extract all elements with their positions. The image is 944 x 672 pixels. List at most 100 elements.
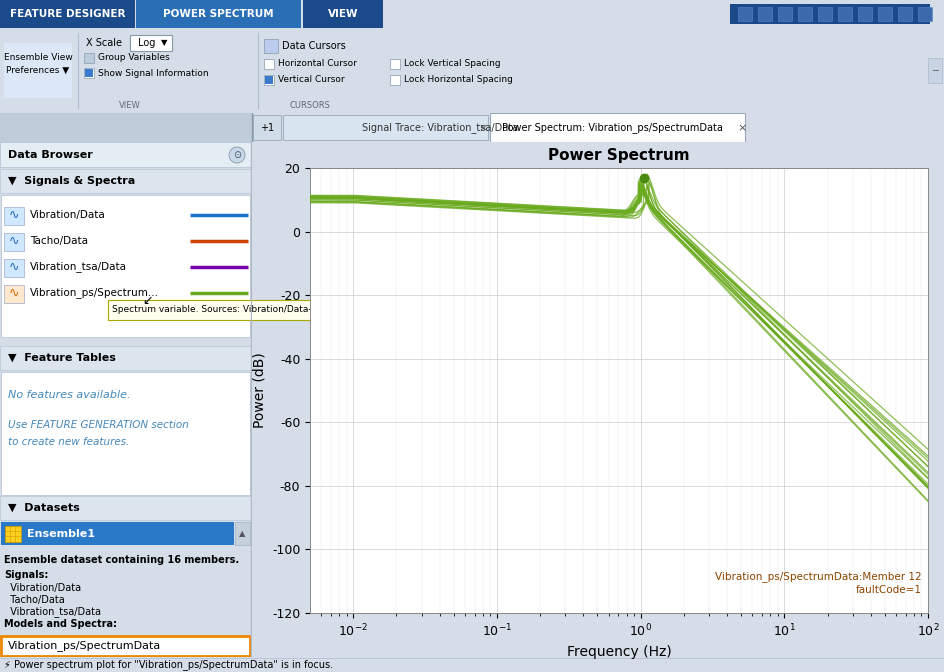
Text: ∿: ∿	[8, 286, 19, 300]
Text: FEATURE DESIGNER: FEATURE DESIGNER	[9, 9, 126, 19]
Bar	[303, 0, 382, 28]
Text: Lock Horizontal Spacing: Lock Horizontal Spacing	[404, 75, 513, 85]
Bar	[857, 7, 871, 21]
Text: Ensemble View: Ensemble View	[4, 52, 73, 62]
Text: Tacho/Data: Tacho/Data	[30, 236, 88, 246]
Bar	[5, 526, 21, 542]
Text: ×: ×	[478, 123, 487, 133]
Bar	[1, 195, 250, 337]
Text: Preferences ▼: Preferences ▼	[7, 65, 70, 75]
Bar	[0, 142, 252, 167]
Bar	[136, 0, 301, 28]
Bar	[0, 496, 252, 520]
Text: Vibration_tsa/Data: Vibration_tsa/Data	[4, 607, 101, 618]
Text: Lock Vertical Spacing: Lock Vertical Spacing	[404, 60, 500, 69]
Text: X Scale: X Scale	[86, 38, 122, 48]
Bar	[4, 285, 24, 303]
Bar	[0, 113, 252, 142]
Bar	[1, 522, 234, 545]
Text: VIEW: VIEW	[328, 9, 358, 19]
Bar	[490, 113, 744, 142]
Text: Show Signal Information: Show Signal Information	[98, 69, 209, 77]
Text: CURSORS: CURSORS	[290, 101, 330, 110]
Text: Use FEATURE GENERATION section: Use FEATURE GENERATION section	[8, 420, 189, 430]
Text: Log: Log	[138, 38, 155, 48]
Text: Signals:: Signals:	[4, 570, 48, 580]
Bar	[108, 300, 328, 320]
Bar	[4, 207, 24, 225]
Bar	[818, 7, 831, 21]
Text: Vibration/Data: Vibration/Data	[4, 583, 81, 593]
Text: Power Spectrum: Vibration_ps/SpectrumData: Power Spectrum: Vibration_ps/SpectrumDat…	[501, 122, 722, 134]
Bar	[729, 4, 929, 24]
Bar	[390, 59, 399, 69]
Bar	[837, 7, 851, 21]
Text: Vibration_ps/SpectrumData:Member 12
faultCode=1: Vibration_ps/SpectrumData:Member 12 faul…	[715, 571, 920, 595]
Bar	[263, 75, 274, 85]
Bar	[897, 7, 911, 21]
Text: Models and Spectra:: Models and Spectra:	[4, 619, 117, 629]
Text: Vibration_ps/Spectrum...: Vibration_ps/Spectrum...	[30, 288, 159, 298]
Text: ∿: ∿	[8, 208, 19, 222]
Text: Ensemble dataset containing 16 members.: Ensemble dataset containing 16 members.	[4, 555, 239, 565]
Bar	[4, 259, 24, 277]
Bar	[0, 169, 252, 193]
Bar	[263, 39, 278, 53]
Bar	[263, 59, 274, 69]
Text: ▼  Feature Tables: ▼ Feature Tables	[8, 353, 116, 363]
Bar	[390, 75, 399, 85]
Bar	[130, 35, 172, 51]
Y-axis label: Power (dB): Power (dB)	[252, 353, 266, 428]
Bar	[797, 7, 811, 21]
Text: ▼: ▼	[160, 38, 167, 48]
Text: Vibration_tsa/Data: Vibration_tsa/Data	[30, 261, 126, 272]
Bar	[85, 69, 93, 77]
Bar	[737, 7, 751, 21]
Text: No features available.: No features available.	[8, 390, 130, 400]
Bar	[1, 372, 250, 495]
Text: ▲: ▲	[239, 530, 245, 538]
Text: Tacho/Data: Tacho/Data	[4, 595, 65, 605]
Bar	[282, 115, 487, 140]
Bar	[0, 346, 252, 370]
Text: Data Browser: Data Browser	[8, 150, 93, 160]
Bar	[253, 115, 280, 140]
Text: ∿: ∿	[8, 261, 19, 274]
Text: Ensemble1: Ensemble1	[27, 529, 95, 539]
Bar	[264, 76, 273, 84]
Bar	[84, 68, 93, 78]
Text: ↙: ↙	[143, 294, 153, 306]
Text: ×: ×	[736, 123, 746, 133]
Text: ▼  Datasets: ▼ Datasets	[8, 503, 79, 513]
Text: Spectrum variable. Sources: Vibration/Data->Vibration_tsa/Data: Spectrum variable. Sources: Vibration/Da…	[112, 306, 402, 314]
Bar	[917, 7, 931, 21]
Bar	[757, 7, 771, 21]
Text: +1: +1	[260, 123, 274, 133]
Text: Vibration_ps/SpectrumData: Vibration_ps/SpectrumData	[8, 640, 161, 651]
Title: Power Spectrum: Power Spectrum	[548, 148, 689, 163]
Bar	[4, 233, 24, 251]
Text: POWER SPECTRUM: POWER SPECTRUM	[163, 9, 274, 19]
Bar	[4, 43, 72, 98]
Text: Horizontal Cursor: Horizontal Cursor	[278, 60, 357, 69]
Circle shape	[228, 147, 244, 163]
X-axis label: Frequency (Hz): Frequency (Hz)	[566, 645, 670, 659]
Text: ─: ─	[931, 66, 937, 76]
Bar	[0, 0, 135, 28]
Text: Signal Trace: Vibration_tsa/Data: Signal Trace: Vibration_tsa/Data	[362, 122, 517, 134]
Bar	[235, 522, 250, 545]
Text: ∿: ∿	[8, 235, 19, 247]
Text: Data Cursors: Data Cursors	[281, 41, 346, 51]
Bar	[777, 7, 791, 21]
Text: Vertical Cursor: Vertical Cursor	[278, 75, 345, 85]
Text: Group Variables: Group Variables	[98, 54, 170, 62]
Text: Vibration/Data: Vibration/Data	[30, 210, 106, 220]
Text: ▼  Signals & Spectra: ▼ Signals & Spectra	[8, 176, 135, 186]
Bar	[84, 53, 93, 63]
Text: ⚡ Power spectrum plot for "Vibration_ps/SpectrumData" is in focus.: ⚡ Power spectrum plot for "Vibration_ps/…	[4, 659, 333, 671]
Bar	[877, 7, 891, 21]
Text: to create new features.: to create new features.	[8, 437, 129, 447]
Text: VIEW: VIEW	[119, 101, 141, 110]
Bar	[927, 58, 941, 83]
Text: ⊙: ⊙	[232, 150, 241, 160]
